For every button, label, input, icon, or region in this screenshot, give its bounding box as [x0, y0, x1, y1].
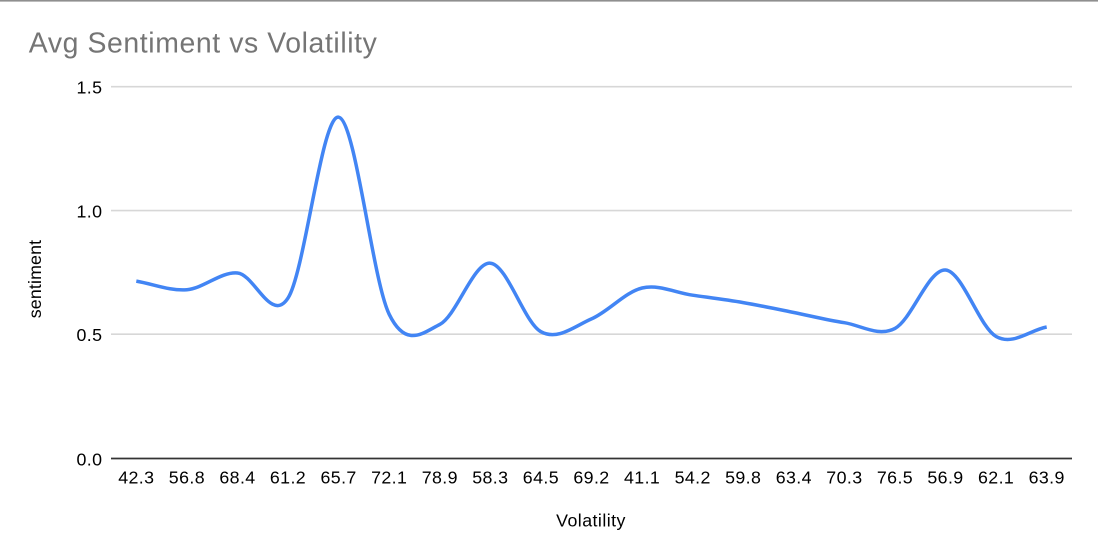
svg-text:72.1: 72.1	[371, 467, 407, 487]
svg-text:59.8: 59.8	[725, 467, 761, 487]
svg-text:61.2: 61.2	[270, 467, 306, 487]
svg-text:1.0: 1.0	[76, 202, 102, 222]
svg-text:70.3: 70.3	[826, 467, 862, 487]
svg-text:63.9: 63.9	[1029, 467, 1065, 487]
svg-text:Avg Sentiment vs Volatility: Avg Sentiment vs Volatility	[29, 27, 378, 59]
svg-text:68.4: 68.4	[219, 467, 255, 487]
svg-text:62.1: 62.1	[978, 467, 1014, 487]
svg-text:54.2: 54.2	[675, 467, 711, 487]
svg-text:sentiment: sentiment	[25, 240, 45, 318]
svg-text:0.5: 0.5	[76, 325, 102, 345]
svg-text:56.9: 56.9	[927, 467, 963, 487]
svg-text:1.5: 1.5	[76, 78, 102, 98]
svg-text:64.5: 64.5	[523, 467, 559, 487]
svg-text:65.7: 65.7	[320, 467, 356, 487]
svg-text:63.4: 63.4	[776, 467, 812, 487]
svg-text:58.3: 58.3	[472, 467, 508, 487]
svg-text:Volatility: Volatility	[556, 511, 626, 531]
svg-text:69.2: 69.2	[573, 467, 609, 487]
svg-text:41.1: 41.1	[624, 467, 660, 487]
svg-text:76.5: 76.5	[877, 467, 913, 487]
svg-text:78.9: 78.9	[422, 467, 458, 487]
svg-text:56.8: 56.8	[169, 467, 205, 487]
svg-text:42.3: 42.3	[118, 467, 154, 487]
svg-text:0.0: 0.0	[76, 450, 102, 470]
